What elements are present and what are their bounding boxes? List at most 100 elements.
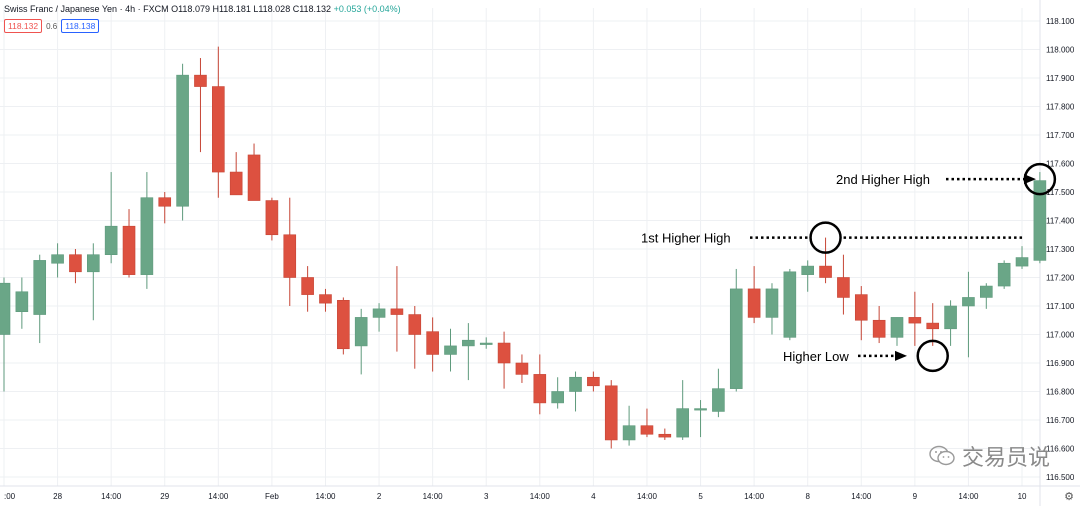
- candle[interactable]: [640, 408, 654, 438]
- candle[interactable]: [515, 354, 529, 383]
- candle[interactable]: [51, 243, 64, 278]
- candle[interactable]: [1033, 172, 1047, 264]
- settings-gear-icon[interactable]: ⚙: [1064, 491, 1074, 503]
- candle[interactable]: [729, 268, 743, 392]
- x-tick-label: 2: [377, 492, 382, 501]
- y-tick-label: 117.100: [1046, 302, 1075, 311]
- candle-body: [497, 342, 511, 364]
- candle[interactable]: [944, 300, 957, 346]
- candle-body: [712, 388, 725, 412]
- candle-body: [658, 433, 672, 438]
- candle[interactable]: [283, 197, 297, 306]
- candle[interactable]: [694, 400, 707, 438]
- candle[interactable]: [372, 303, 386, 332]
- candle-body: [515, 362, 529, 375]
- candle[interactable]: [997, 260, 1011, 289]
- candle[interactable]: [854, 286, 868, 341]
- candle[interactable]: [979, 283, 993, 309]
- candle-body: [944, 305, 957, 330]
- candle[interactable]: [33, 254, 47, 344]
- candle-body: [801, 265, 815, 275]
- candle[interactable]: [390, 266, 404, 352]
- spread-value: 0.6: [46, 21, 58, 31]
- candle[interactable]: [926, 303, 940, 346]
- candle[interactable]: [0, 277, 11, 392]
- candle[interactable]: [87, 243, 100, 321]
- candle-body: [122, 225, 136, 275]
- candle-body: [283, 234, 297, 278]
- y-tick-label: 117.000: [1046, 331, 1075, 340]
- candle[interactable]: [176, 63, 189, 221]
- sell-price-button[interactable]: 118.132: [4, 19, 43, 33]
- buy-price-button[interactable]: 118.138: [61, 19, 100, 33]
- x-tick-label: Feb: [265, 492, 279, 501]
- candle[interactable]: [426, 317, 439, 372]
- x-tick-label: 14:00: [637, 492, 658, 501]
- candle[interactable]: [15, 277, 29, 329]
- watermark: 交易员说: [928, 440, 1050, 472]
- candle[interactable]: [837, 254, 850, 315]
- candle[interactable]: [604, 380, 618, 449]
- candle[interactable]: [158, 192, 172, 224]
- candle[interactable]: [712, 368, 725, 418]
- candle[interactable]: [140, 172, 154, 289]
- candle-body: [372, 308, 386, 318]
- candle[interactable]: [819, 237, 832, 284]
- candle[interactable]: [354, 308, 368, 375]
- x-tick-label: 28: [53, 492, 62, 501]
- candle[interactable]: [569, 371, 582, 412]
- candle[interactable]: [497, 331, 511, 389]
- candle[interactable]: [194, 58, 207, 153]
- chart-header: Swiss Franc / Japanese Yen · 4h · FXCM O…: [4, 4, 401, 14]
- candle[interactable]: [104, 172, 118, 264]
- candle[interactable]: [337, 297, 350, 355]
- y-tick-label: 116.700: [1046, 416, 1075, 425]
- annotation-circle: [809, 221, 842, 254]
- x-tick-label: 3: [484, 492, 489, 501]
- candle-body: [676, 408, 689, 438]
- x-tick-label: 29: [160, 492, 169, 501]
- candle[interactable]: [69, 249, 82, 284]
- candle[interactable]: [890, 317, 904, 346]
- candle[interactable]: [247, 143, 261, 201]
- annotation-label: 2nd Higher High: [836, 172, 930, 187]
- candle-body: [337, 299, 350, 350]
- candle[interactable]: [551, 377, 564, 409]
- candle-body: [194, 74, 207, 87]
- candle[interactable]: [872, 306, 886, 344]
- candle-body: [462, 339, 475, 347]
- candle[interactable]: [265, 197, 279, 241]
- x-tick-label: 9: [913, 492, 918, 501]
- candle[interactable]: [319, 288, 332, 312]
- candle[interactable]: [747, 266, 761, 324]
- candle[interactable]: [462, 323, 475, 381]
- candle[interactable]: [622, 405, 636, 446]
- candle[interactable]: [801, 260, 815, 292]
- candle[interactable]: [783, 268, 797, 341]
- candle[interactable]: [676, 380, 689, 440]
- candle[interactable]: [658, 428, 672, 440]
- y-tick-label: 117.600: [1046, 160, 1075, 169]
- candle-body: [229, 171, 243, 196]
- candle[interactable]: [444, 328, 457, 372]
- symbol-title: Swiss Franc / Japanese Yen · 4h · FXCM: [4, 4, 169, 14]
- candle[interactable]: [408, 306, 422, 369]
- annotation-label: Higher Low: [783, 349, 849, 364]
- candle[interactable]: [533, 354, 547, 415]
- candle[interactable]: [229, 152, 243, 196]
- candle-body: [390, 308, 404, 315]
- candle[interactable]: [212, 46, 225, 198]
- candle[interactable]: [962, 271, 975, 358]
- annotation-circle: [916, 339, 949, 373]
- candle[interactable]: [765, 283, 779, 335]
- candle-body: [640, 425, 654, 435]
- x-tick-label: 14:00: [530, 492, 551, 501]
- candle[interactable]: [122, 209, 136, 278]
- candle[interactable]: [301, 266, 314, 312]
- candle[interactable]: [479, 337, 493, 349]
- candle[interactable]: [587, 371, 600, 392]
- candle[interactable]: [1015, 246, 1029, 269]
- candle[interactable]: [908, 291, 922, 346]
